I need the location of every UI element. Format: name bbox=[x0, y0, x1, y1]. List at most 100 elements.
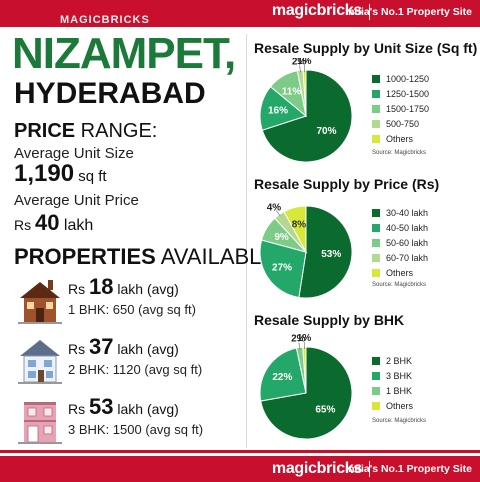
legend-item: 1000-1250 bbox=[372, 74, 429, 89]
legend-swatch bbox=[372, 239, 380, 247]
pie-slice bbox=[298, 205, 353, 299]
avg-unit-price-unit: lakh bbox=[59, 217, 94, 234]
pie-slice bbox=[259, 347, 307, 402]
legend-label: 2 BHK bbox=[386, 356, 413, 366]
avg-unit-size-number: 1,190 bbox=[14, 160, 75, 187]
legend-label: 50-60 lakh bbox=[386, 238, 429, 248]
legend-label: Others bbox=[386, 268, 414, 278]
property-card-3bhk: Rs 53 lakh (avg) 3 BHK: 1500 (avg sq ft) bbox=[14, 392, 244, 448]
brand-logo: magicbricks bbox=[271, 2, 362, 19]
brand-tagline: India's No.1 Property Site bbox=[345, 6, 472, 18]
footer-separator bbox=[369, 461, 370, 477]
pie-slice-label: 8% bbox=[292, 219, 307, 230]
legend-label: Others bbox=[386, 134, 414, 144]
header-rule bbox=[0, 24, 480, 27]
legend-swatch bbox=[372, 254, 380, 262]
property-detail-3bhk: 3 BHK: 1500 (avg sq ft) bbox=[68, 422, 204, 437]
pie-slice-label: 1% bbox=[297, 58, 312, 67]
footer-rule bbox=[0, 450, 480, 453]
pie-slice-label: 22% bbox=[272, 372, 292, 383]
location-line-1: NIZAMPET, bbox=[12, 29, 236, 78]
legend-item: 2 BHK bbox=[372, 356, 413, 371]
property-price-3bhk: Rs 53 lakh (avg) bbox=[68, 394, 179, 420]
legend-unit-size: 1000-1250 1250-1500 1500-1750 500-750 Others bbox=[372, 74, 429, 149]
chart-title-price: Resale Supply by Price (Rs) bbox=[254, 176, 440, 192]
chart-title-unit-size: Resale Supply by Unit Size (Sq ft) bbox=[254, 40, 478, 56]
legend-swatch bbox=[372, 224, 380, 232]
watermark-text: MAGICBRICKS bbox=[60, 14, 150, 26]
price-range-heading-rest: RANGE: bbox=[75, 120, 158, 142]
legend-label: 500-750 bbox=[386, 119, 420, 129]
legend-item: 3 BHK bbox=[372, 371, 413, 386]
pie-slice-label: 11% bbox=[282, 86, 302, 97]
pie-slice bbox=[261, 69, 353, 163]
price-unit: lakh (avg) bbox=[113, 281, 179, 297]
legend-swatch bbox=[372, 269, 380, 277]
footer-tagline: India's No.1 Property Site bbox=[345, 463, 472, 475]
pie-slice-label: 1% bbox=[297, 333, 312, 344]
pie-slice-label: 65% bbox=[315, 404, 335, 415]
legend-swatch bbox=[372, 209, 380, 217]
legend-item: 1500-1750 bbox=[372, 104, 429, 119]
legend-item: Others bbox=[372, 134, 429, 149]
legend-label: 1250-1500 bbox=[386, 89, 430, 99]
property-price-1bhk: Rs 18 lakh (avg) bbox=[68, 274, 179, 300]
pie-slice-label: 70% bbox=[316, 126, 336, 137]
legend-label: 1 BHK bbox=[386, 386, 413, 396]
legend-item: Others bbox=[372, 401, 413, 416]
chart-unit-size: 70% 16% 11% 2% 1% 1000-1250 1250-1500 1500-175… bbox=[254, 58, 476, 166]
chart-source-bhk: Source: Magicbricks bbox=[372, 418, 427, 424]
price-unit: lakh (avg) bbox=[113, 401, 179, 417]
properties-heading-rest: AVAILABLE bbox=[155, 244, 277, 269]
pie-chart-bhk: 65% 22% 2%1% bbox=[259, 333, 353, 440]
legend-item: 60-70 lakh bbox=[372, 253, 428, 268]
chart-source-unit-size: Source: Magicbricks bbox=[372, 150, 427, 156]
legend-label: Others bbox=[386, 401, 414, 411]
price-range-heading-bold: PRICE bbox=[14, 120, 76, 142]
footer-brand-logo: magicbricks bbox=[271, 460, 362, 477]
avg-unit-price-number: 40 bbox=[35, 210, 60, 235]
top-header-bar: magicbricks India's No.1 Property Site bbox=[0, 0, 480, 24]
legend-item: 1 BHK bbox=[372, 386, 413, 401]
legend-label: 40-50 lakh bbox=[386, 223, 429, 233]
chart-source-price: Source: Magicbricks bbox=[372, 282, 427, 288]
pie-slice-label: 2% bbox=[292, 58, 307, 67]
pie-leader-line bbox=[298, 342, 301, 350]
property-card-2bhk: Rs 37 lakh (avg) 2 BHK: 1120 (avg sq ft) bbox=[14, 332, 244, 388]
legend-item: 50-60 lakh bbox=[372, 238, 428, 253]
avg-unit-size-value: 1,190 sq ft bbox=[14, 160, 107, 188]
pie-slice-label: 53% bbox=[321, 249, 341, 260]
chart-bhk: 65% 22% 2% 1% 2 BHK 3 BHK 1 BHK Others Source:… bbox=[254, 330, 476, 448]
header-separator bbox=[369, 4, 370, 20]
price-range-heading: PRICE RANGE: bbox=[14, 120, 157, 143]
price-number: 53 bbox=[89, 394, 114, 419]
price-number: 37 bbox=[89, 334, 114, 359]
footer-bar: magicbricks India's No.1 Property Site bbox=[0, 456, 480, 482]
chart-title-bhk: Resale Supply by BHK bbox=[254, 312, 405, 328]
column-divider bbox=[246, 34, 247, 448]
price-currency: Rs bbox=[68, 401, 89, 417]
pie-leader-line bbox=[299, 65, 301, 73]
legend-swatch bbox=[372, 402, 380, 410]
avg-unit-size-unit: sq ft bbox=[74, 168, 107, 185]
price-number: 18 bbox=[89, 274, 114, 299]
pie-slice-label: 2% bbox=[291, 334, 306, 345]
legend-label: 3 BHK bbox=[386, 371, 413, 381]
house-brown-icon bbox=[18, 280, 62, 324]
pie-chart-unit-size: 70% 16% 11% 2%1% bbox=[259, 58, 353, 163]
properties-heading-bold: PROPERTIES bbox=[14, 244, 156, 269]
price-unit: lakh (avg) bbox=[113, 341, 179, 357]
price-currency: Rs bbox=[68, 281, 89, 297]
legend-item: 500-750 bbox=[372, 119, 429, 134]
legend-bhk: 2 BHK 3 BHK 1 BHK Others bbox=[372, 356, 413, 416]
property-price-2bhk: Rs 37 lakh (avg) bbox=[68, 334, 179, 360]
legend-label: 1500-1750 bbox=[386, 104, 430, 114]
legend-swatch bbox=[372, 75, 380, 83]
legend-swatch bbox=[372, 90, 380, 98]
pie-slice bbox=[283, 205, 307, 253]
pie-slice-label: 16% bbox=[268, 106, 288, 117]
avg-unit-price-value: Rs 40 lakh bbox=[14, 210, 93, 236]
pie-slice bbox=[259, 239, 307, 299]
location-line-2: HYDERABAD bbox=[14, 77, 206, 110]
legend-swatch bbox=[372, 135, 380, 143]
